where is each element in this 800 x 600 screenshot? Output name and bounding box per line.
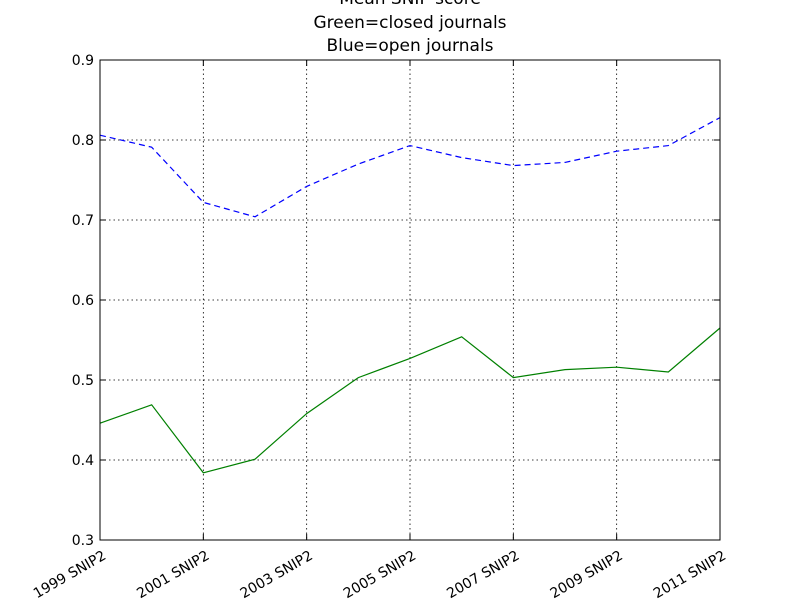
chart-title-line-1: Mean SNIP score — [339, 0, 481, 9]
y-tick-label: 0.3 — [72, 533, 94, 549]
y-tick-labels: 0.3 0.4 0.5 0.6 0.7 0.8 0.9 — [72, 53, 94, 549]
series-line-2 — [99, 327, 721, 474]
x-tick-label: 2007 SNIP2 — [444, 548, 522, 600]
y-tick-label: 0.8 — [72, 133, 94, 149]
chart-title-line-3: Blue=open journals — [326, 36, 493, 56]
chart-title-line-2: Green=closed journals — [313, 13, 506, 33]
y-tick-label: 0.7 — [72, 213, 94, 229]
x-tick-label: 2005 SNIP2 — [341, 548, 419, 600]
x-tick-label: 2009 SNIP2 — [548, 548, 626, 600]
x-tick-labels: 1999 SNIP2 2001 SNIP2 2003 SNIP2 2005 SNIP2… — [31, 548, 729, 600]
series-line-1 — [99, 117, 721, 218]
x-tick-label: 2001 SNIP2 — [134, 548, 212, 600]
y-tick-label: 0.6 — [72, 293, 94, 309]
chart-title: Mean SNIP score Green=closed journals Bl… — [313, 0, 506, 56]
grid-lines — [99, 59, 721, 541]
y-tick-label: 0.9 — [72, 53, 94, 69]
x-tick-label: 2011 SNIP2 — [651, 548, 729, 600]
y-tick-label: 0.5 — [72, 373, 94, 389]
series-group — [99, 117, 721, 474]
x-tick-label: 2003 SNIP2 — [238, 548, 316, 600]
x-tick-label: 1999 SNIP2 — [31, 548, 109, 600]
y-tick-label: 0.4 — [72, 453, 94, 469]
tick-marks — [99, 59, 721, 541]
